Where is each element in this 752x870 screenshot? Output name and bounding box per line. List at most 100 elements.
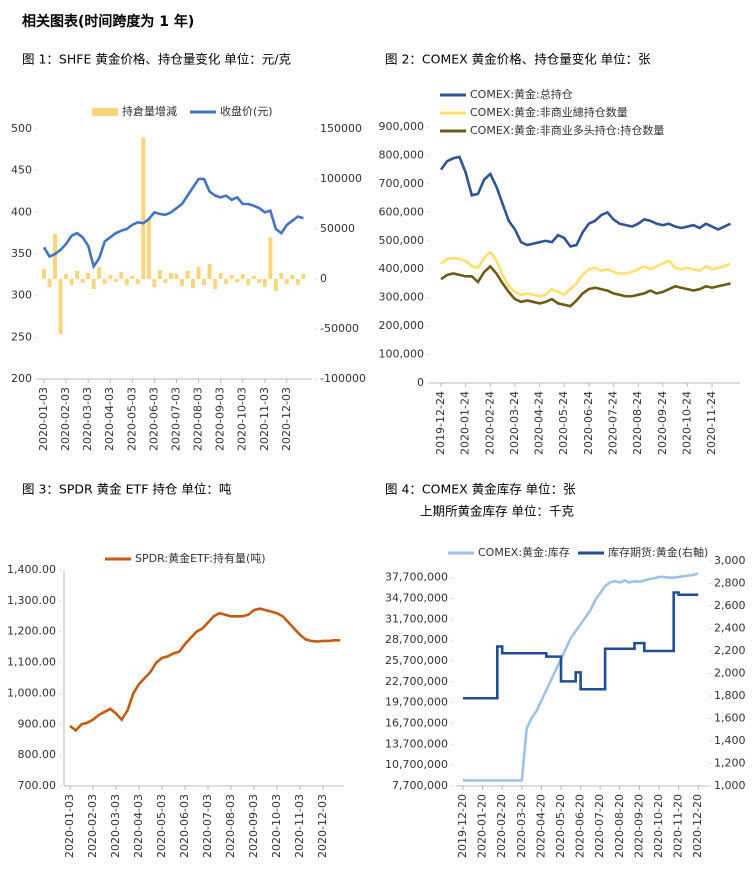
x-tick-label: 2020-12-20 — [691, 794, 704, 858]
y-tick-label: 250 — [11, 330, 32, 343]
bar — [141, 137, 146, 279]
bar — [295, 279, 300, 285]
legend-label: COMEX:黄金:总持仓 — [470, 87, 573, 101]
y-tick-label: 500 — [11, 122, 32, 135]
legend-label: SPDR:黄金ETF:持有量(吨) — [135, 551, 266, 565]
y-tick-label: 28,700,000 — [385, 633, 448, 646]
bar — [218, 273, 223, 279]
bar — [290, 275, 295, 279]
x-tick-label: 2020-01-03 — [63, 794, 76, 858]
y-tick-label: 50000 — [320, 222, 355, 235]
bar — [257, 279, 262, 283]
bar — [102, 279, 107, 284]
y-tick-label: 7,700,000 — [392, 779, 448, 792]
legend-swatch — [92, 108, 118, 116]
x-tick-label: 2020-07-20 — [593, 794, 606, 858]
x-tick-label: 2020-11-03 — [258, 387, 271, 451]
x-tick-label: 2020-09-03 — [247, 794, 260, 858]
x-tick-label: 2020-11-03 — [293, 794, 306, 858]
y-tick-label: 2,600 — [714, 599, 746, 612]
x-tick-label: 2020-04-24 — [533, 391, 546, 455]
y-tick-label: 1,300.00 — [7, 594, 56, 607]
bar — [157, 270, 162, 279]
y-tick-label: 100000 — [320, 172, 362, 185]
x-tick-label: 2020-06-20 — [574, 794, 587, 858]
x-tick-label: 2020-01-24 — [459, 391, 472, 455]
bar — [108, 275, 113, 279]
y-tick-label: 2,200 — [714, 644, 746, 657]
bar — [301, 274, 306, 279]
y-tick-label: 1,200.00 — [7, 625, 56, 638]
bar — [113, 279, 118, 282]
legend-label: COMEX:黄金:非商业多头持仓:持仓数量 — [470, 123, 664, 137]
bar — [64, 274, 69, 279]
x-tick-label: 2020-08-20 — [613, 794, 626, 858]
y-tick-label: 16,700,000 — [385, 717, 448, 730]
x-tick-label: 2020-07-03 — [169, 387, 182, 451]
y-tick-label: 200 — [11, 372, 32, 385]
x-tick-label: 2020-07-03 — [201, 794, 214, 858]
bar — [91, 279, 96, 289]
y-tick-label: 10,700,000 — [385, 758, 448, 771]
bar — [235, 279, 240, 282]
y-tick-label: 31,700,000 — [385, 612, 448, 625]
x-tick-label: 2020-02-03 — [59, 387, 72, 451]
bar — [268, 237, 273, 279]
line — [42, 177, 304, 270]
y-tick-label: 500,000 — [379, 234, 425, 247]
chart-title: 图 3：SPDR 黄金 ETF 持仓 单位：吨 — [22, 482, 232, 497]
bar — [80, 279, 85, 283]
y-tick-label: 300 — [11, 289, 32, 302]
y-tick-label: 800.00 — [18, 748, 57, 761]
bar — [284, 279, 289, 284]
y-tick-label: 0 — [320, 272, 327, 285]
y-tick-label: 350 — [11, 247, 32, 260]
x-tick-label: 2020-05-03 — [155, 794, 168, 858]
x-tick-label: 2020-12-03 — [316, 794, 329, 858]
x-tick-label: 2020-01-20 — [476, 794, 489, 858]
x-tick-label: 2020-08-03 — [192, 387, 205, 451]
x-tick-label: 2020-02-24 — [483, 391, 496, 455]
x-tick-label: 2020-07-24 — [606, 391, 619, 455]
x-tick-label: 2020-06-24 — [582, 391, 595, 455]
y-tick-label: 2,400 — [714, 622, 746, 635]
bar — [251, 276, 256, 279]
x-tick-label: 2020-10-24 — [680, 391, 693, 455]
y-tick-label: 800,000 — [379, 148, 425, 161]
y-tick-label: 300,000 — [379, 291, 425, 304]
bar — [196, 267, 201, 279]
y-tick-label: 1,100.00 — [7, 656, 56, 669]
y-tick-label: 1,800 — [714, 689, 746, 702]
y-tick-label: 25,700,000 — [385, 654, 448, 667]
y-tick-label: 2,800 — [714, 577, 746, 590]
x-tick-label: 2020-11-24 — [705, 391, 718, 455]
y-tick-label: 19,700,000 — [385, 696, 448, 709]
bar — [273, 279, 278, 291]
y-tick-label: 1,400 — [714, 734, 746, 747]
y-tick-label: 1,400.00 — [7, 563, 56, 576]
y-tick-label: 1,200 — [714, 757, 746, 770]
bar — [240, 274, 245, 279]
bar — [119, 272, 124, 279]
x-tick-label: 2020-03-03 — [81, 387, 94, 451]
y-tick-label: 0 — [417, 376, 424, 389]
y-tick-label: 400,000 — [379, 262, 425, 275]
legend-label: COMEX:黄金:非商业總持仓数量 — [470, 105, 628, 119]
bar — [279, 273, 284, 279]
x-tick-label: 2020-02-03 — [86, 794, 99, 858]
legend-label: 持倉量增減 — [122, 104, 177, 118]
bar — [191, 279, 196, 288]
bar — [174, 274, 179, 279]
bar — [163, 279, 168, 283]
y-tick-label: -50000 — [320, 322, 359, 335]
x-tick-label: 2020-04-20 — [534, 794, 547, 858]
bar — [185, 271, 190, 279]
x-tick-label: 2020-09-24 — [656, 391, 669, 455]
bar — [180, 279, 184, 286]
y-tick-label: 22,700,000 — [385, 675, 448, 688]
y-tick-label: 900,000 — [379, 120, 425, 133]
x-tick-label: 2020-08-24 — [631, 391, 644, 455]
bar — [207, 264, 212, 279]
y-tick-label: 400 — [11, 205, 32, 218]
